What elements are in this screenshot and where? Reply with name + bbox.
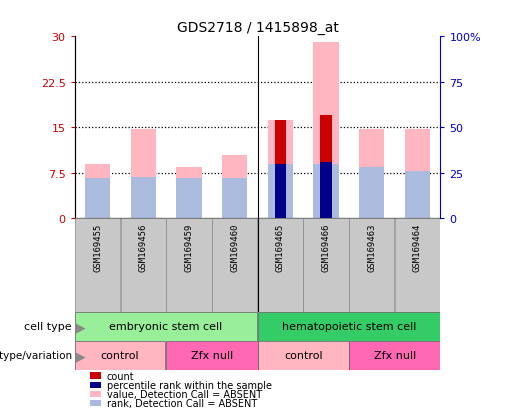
Bar <box>258 313 440 341</box>
Text: Zfx null: Zfx null <box>191 351 233 361</box>
Bar <box>359 130 384 219</box>
Bar <box>349 342 440 370</box>
Text: embryonic stem cell: embryonic stem cell <box>109 322 222 332</box>
Bar <box>314 164 339 219</box>
Text: GSM169460: GSM169460 <box>230 223 239 271</box>
Bar <box>75 342 165 370</box>
Bar <box>85 179 110 219</box>
Bar <box>320 116 332 219</box>
Text: count: count <box>107 371 134 381</box>
Text: value, Detection Call = ABSENT: value, Detection Call = ABSENT <box>107 389 262 399</box>
Text: GSM169464: GSM169464 <box>413 223 422 271</box>
Bar <box>359 168 384 219</box>
Bar <box>75 313 257 341</box>
Bar <box>166 219 212 312</box>
Bar <box>274 121 286 219</box>
Bar <box>320 163 332 219</box>
Title: GDS2718 / 1415898_at: GDS2718 / 1415898_at <box>177 21 338 35</box>
Bar <box>349 219 394 312</box>
Text: GSM169465: GSM169465 <box>276 223 285 271</box>
Bar <box>314 43 339 219</box>
Bar <box>268 164 293 219</box>
Bar <box>131 129 156 219</box>
Text: genotype/variation: genotype/variation <box>0 351 72 361</box>
Text: rank, Detection Call = ABSENT: rank, Detection Call = ABSENT <box>107 398 257 408</box>
Bar <box>274 164 286 219</box>
Text: percentile rank within the sample: percentile rank within the sample <box>107 380 271 390</box>
Bar <box>395 219 440 312</box>
Bar <box>131 177 156 219</box>
Text: GSM169455: GSM169455 <box>93 223 102 271</box>
Text: GSM169456: GSM169456 <box>139 223 148 271</box>
Bar <box>176 179 201 219</box>
Text: control: control <box>101 351 140 361</box>
Bar <box>166 342 258 370</box>
Text: ▶: ▶ <box>76 349 85 362</box>
Text: hematopoietic stem cell: hematopoietic stem cell <box>282 322 417 332</box>
Bar <box>75 219 120 312</box>
Bar <box>222 179 247 219</box>
Text: cell type: cell type <box>25 322 72 332</box>
Text: GSM169463: GSM169463 <box>367 223 376 271</box>
Bar <box>121 219 166 312</box>
Text: control: control <box>284 351 323 361</box>
Text: ▶: ▶ <box>76 320 85 333</box>
Bar <box>212 219 258 312</box>
Bar <box>176 167 201 219</box>
Bar <box>268 121 293 219</box>
Bar <box>405 130 430 219</box>
Bar <box>258 342 349 370</box>
Bar <box>303 219 349 312</box>
Text: GSM169459: GSM169459 <box>184 223 194 271</box>
Bar <box>222 155 247 219</box>
Bar <box>85 164 110 219</box>
Text: GSM169466: GSM169466 <box>321 223 331 271</box>
Bar <box>258 219 303 312</box>
Text: Zfx null: Zfx null <box>374 351 416 361</box>
Bar <box>405 172 430 219</box>
